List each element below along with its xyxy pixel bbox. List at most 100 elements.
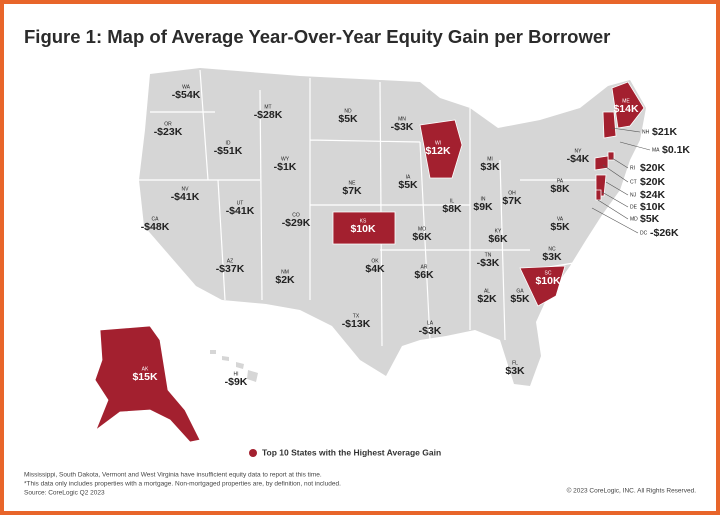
state-value: -$23K xyxy=(154,126,183,138)
state-value: $3K xyxy=(505,365,525,377)
state-abbr: PA xyxy=(557,178,564,184)
state-value: -$4K xyxy=(567,153,590,165)
state-abbr: KS xyxy=(360,218,367,224)
state-abbr: MT xyxy=(264,104,271,110)
state-abbr: AR xyxy=(421,264,428,270)
state-value: -$41K xyxy=(171,191,200,203)
state-value: $3K xyxy=(480,161,500,173)
state-value: $5K xyxy=(640,213,660,225)
legend-swatch xyxy=(249,449,257,457)
legend-label: Top 10 States with the Highest Average G… xyxy=(262,447,441,457)
state-abbr: MD xyxy=(630,216,638,222)
state-value: $24K xyxy=(640,189,666,201)
state-abbr: GA xyxy=(516,288,524,294)
state-value: -$51K xyxy=(214,145,243,157)
highlighted-state xyxy=(611,81,645,129)
state-abbr: KY xyxy=(495,228,502,234)
state-value: -$3K xyxy=(477,257,500,269)
state-value: -$37K xyxy=(216,263,245,275)
leader-line xyxy=(591,207,639,234)
title: Figure 1: Map of Average Year-Over-Year … xyxy=(24,26,610,47)
state-value: $6K xyxy=(414,269,434,281)
footnote: Mississippi, South Dakota, Vermont and W… xyxy=(24,472,322,479)
state-abbr: IN xyxy=(481,196,486,202)
state-abbr: NV xyxy=(182,186,190,192)
copyright: © 2023 CoreLogic, INC. All Rights Reserv… xyxy=(567,487,697,495)
state-abbr: AZ xyxy=(227,258,233,264)
state-value: $5K xyxy=(398,179,418,191)
state-abbr: ND xyxy=(344,108,352,114)
state-value: -$28K xyxy=(254,109,283,121)
state-abbr: DE xyxy=(630,204,638,210)
state-abbr: FL xyxy=(512,360,518,366)
state-abbr: IA xyxy=(406,174,411,180)
state-abbr: AL xyxy=(484,288,490,294)
state-abbr: HI xyxy=(234,371,239,377)
state-value: $9K xyxy=(473,201,493,213)
state-value: $5K xyxy=(338,113,358,125)
state-value: $0.1K xyxy=(662,144,690,156)
state-abbr: WI xyxy=(435,140,441,146)
state-value: $8K xyxy=(550,183,570,195)
state-abbr: NJ xyxy=(630,192,637,198)
state-value: $8K xyxy=(442,203,462,215)
state-value: -$1K xyxy=(274,161,297,173)
state-abbr: ID xyxy=(226,140,231,146)
state-value: -$3K xyxy=(419,325,442,337)
state-abbr: RI xyxy=(630,165,635,171)
highlighted-state xyxy=(519,265,566,307)
state-abbr: LA xyxy=(427,320,434,326)
state-value: -$13K xyxy=(342,318,371,330)
state-abbr: NM xyxy=(281,269,289,275)
state-abbr: CT xyxy=(630,179,637,185)
highlighted-state xyxy=(332,211,396,245)
state-abbr: DC xyxy=(640,230,648,236)
state-abbr: ME xyxy=(622,98,630,104)
footnote: *This data only includes properties with… xyxy=(24,481,341,488)
state-value: $10K xyxy=(640,201,666,213)
state-abbr: NC xyxy=(548,246,556,252)
state-value: $6K xyxy=(412,231,432,243)
state-abbr: NH xyxy=(642,129,650,135)
state-value: -$29K xyxy=(282,217,311,229)
hawaii xyxy=(210,350,258,382)
state-value: -$9K xyxy=(225,376,248,388)
state-value: -$54K xyxy=(172,89,201,101)
state-value: $21K xyxy=(652,126,678,138)
highlighted-state xyxy=(94,325,201,443)
state-value: $3K xyxy=(542,251,562,263)
state-value: $10K xyxy=(535,275,561,287)
state-abbr: MA xyxy=(652,147,660,153)
state-abbr: UT xyxy=(237,200,244,206)
state-abbr: VA xyxy=(557,216,564,222)
state-value: $6K xyxy=(488,233,508,245)
state-value: $12K xyxy=(425,145,451,157)
state-abbr: MO xyxy=(418,226,426,232)
highlighted-state xyxy=(602,111,617,139)
state-value: $7K xyxy=(342,185,362,197)
leader-line xyxy=(601,191,629,208)
leader-line xyxy=(619,141,651,151)
state-value: $2K xyxy=(275,274,295,286)
state-abbr: MI xyxy=(487,156,493,162)
highlighted-state xyxy=(594,155,609,171)
state-value: -$26K xyxy=(650,227,679,239)
state-abbr: NE xyxy=(349,180,357,186)
leader-line xyxy=(611,157,629,169)
state-abbr: TN xyxy=(485,252,492,258)
state-abbr: NY xyxy=(575,148,583,154)
state-abbr: OR xyxy=(164,121,172,127)
state-value: $10K xyxy=(350,223,376,235)
highlighted-state xyxy=(595,189,602,201)
state-value: $4K xyxy=(365,263,385,275)
state-value: -$41K xyxy=(226,205,255,217)
leader-line xyxy=(602,164,629,183)
leader-line xyxy=(597,199,629,220)
source: Source: CoreLogic Q2 2023 xyxy=(24,490,105,497)
state-abbr: IL xyxy=(450,198,454,204)
highlighted-state xyxy=(419,119,463,179)
state-abbr: WA xyxy=(182,84,191,90)
state-abbr: WY xyxy=(281,156,290,162)
state-abbr: AK xyxy=(142,366,149,372)
state-value: $5K xyxy=(550,221,570,233)
